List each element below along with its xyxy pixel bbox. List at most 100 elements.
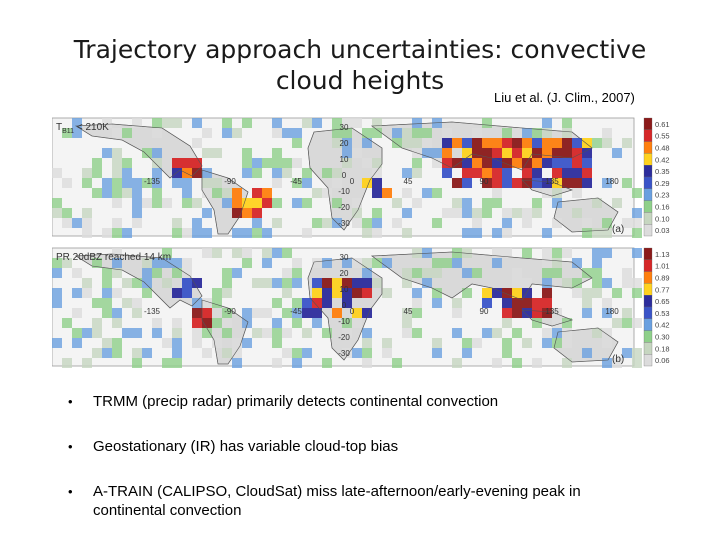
grid-cell xyxy=(502,298,512,308)
lat-tick-label: 0 xyxy=(342,301,347,310)
grid-cell xyxy=(312,278,322,288)
grid-cell xyxy=(532,178,542,188)
grid-cell xyxy=(112,288,122,298)
grid-cell xyxy=(602,178,612,188)
panel-tag: (a) xyxy=(612,224,624,235)
grid-cell xyxy=(622,278,632,288)
grid-cell xyxy=(152,198,162,208)
grid-cell xyxy=(162,338,172,348)
grid-cell xyxy=(622,218,632,228)
lon-tick-label: 180 xyxy=(605,177,619,186)
colorbar-value: 1.13 xyxy=(655,250,670,259)
grid-cell xyxy=(202,248,212,258)
grid-cell xyxy=(542,228,552,238)
grid-cell xyxy=(382,338,392,348)
grid-cell xyxy=(462,168,472,178)
grid-cell xyxy=(102,348,112,358)
grid-cell xyxy=(92,258,102,268)
grid-cell xyxy=(482,148,492,158)
grid-cell xyxy=(302,168,312,178)
colorbar-value: 0.55 xyxy=(655,132,670,141)
grid-cell xyxy=(552,198,562,208)
grid-cell xyxy=(432,148,442,158)
grid-cell xyxy=(472,208,482,218)
citation: Liu et al. (J. Clim., 2007) xyxy=(494,90,635,105)
convective-frequency-maps-figure: TB11 < 210K (a) -135 -90 -45 0 45 90 135 180 30 20 1… xyxy=(52,117,670,368)
grid-cell xyxy=(192,218,202,228)
grid-cell xyxy=(52,298,62,308)
grid-cell xyxy=(562,168,572,178)
grid-cell xyxy=(122,328,132,338)
grid-cell xyxy=(552,338,562,348)
grid-cell xyxy=(282,248,292,258)
grid-cell xyxy=(432,338,442,348)
grid-cell xyxy=(252,188,262,198)
grid-cell xyxy=(322,278,332,288)
grid-cell xyxy=(322,258,332,268)
grid-cell xyxy=(82,168,92,178)
colorbar-swatch xyxy=(643,188,653,201)
lat-tick-label: 10 xyxy=(340,155,349,164)
coastline xyxy=(307,257,383,361)
grid-cell xyxy=(352,278,362,288)
grid-cell xyxy=(432,268,442,278)
grid-cell xyxy=(142,178,152,188)
grid-cell xyxy=(102,268,112,278)
grid-cell xyxy=(172,168,182,178)
grid-cell xyxy=(502,218,512,228)
grid-cell xyxy=(52,258,62,268)
grid-cell xyxy=(592,138,602,148)
grid-cell xyxy=(472,168,482,178)
grid-cell xyxy=(512,178,522,188)
grid-cell xyxy=(342,118,352,128)
grid-cell xyxy=(252,278,262,288)
grid-cell xyxy=(362,338,372,348)
grid-cell xyxy=(432,298,442,308)
grid-cell xyxy=(482,118,492,128)
colorbar-value: 0.89 xyxy=(655,273,670,282)
grid-cell xyxy=(402,138,412,148)
grid-cell xyxy=(162,248,172,258)
grid-cell xyxy=(522,278,532,288)
coastline xyxy=(201,299,249,365)
panel-tag: (b) xyxy=(612,354,624,365)
grid-cell xyxy=(612,318,622,328)
grid-cell xyxy=(212,178,222,188)
grid-cell xyxy=(222,198,232,208)
grid-cell xyxy=(212,338,222,348)
grid-cell xyxy=(392,198,402,208)
grid-cell xyxy=(502,318,512,328)
grid-cell xyxy=(532,298,542,308)
colorbar-swatch xyxy=(643,259,653,272)
grid-cell xyxy=(132,308,142,318)
grid-cell xyxy=(182,288,192,298)
grid-cell xyxy=(272,198,282,208)
grid-cell xyxy=(142,198,152,208)
grid-cell xyxy=(582,148,592,158)
grid-cell xyxy=(112,168,122,178)
colorbar-swatch xyxy=(643,354,653,367)
grid-cell xyxy=(282,308,292,318)
grid-cell xyxy=(512,128,522,138)
grid-cell xyxy=(482,198,492,208)
grid-cell xyxy=(312,118,322,128)
grid-cell xyxy=(272,128,282,138)
colorbar-a: 0.61 0.55 0.48 0.42 0.35 0.29 0.23 0.16 0.10 0.03 xyxy=(643,117,670,237)
grid-cell xyxy=(412,168,422,178)
grid-cell xyxy=(132,188,142,198)
colorbar-value: 0.29 xyxy=(655,179,670,188)
grid-cell xyxy=(152,258,162,268)
grid-cell xyxy=(402,268,412,278)
grid-cell xyxy=(182,258,192,268)
grid-cell xyxy=(632,348,642,358)
grid-cell xyxy=(82,178,92,188)
colorbar-value: 0.18 xyxy=(655,344,670,353)
grid-cell xyxy=(312,298,322,308)
grid-cell xyxy=(292,138,302,148)
colorbar-swatch xyxy=(643,212,653,225)
grid-cell xyxy=(462,338,472,348)
grid-cell xyxy=(132,218,142,228)
grid-cell xyxy=(592,288,602,298)
lon-tick-label: -90 xyxy=(224,307,236,316)
grid-cell xyxy=(152,168,162,178)
